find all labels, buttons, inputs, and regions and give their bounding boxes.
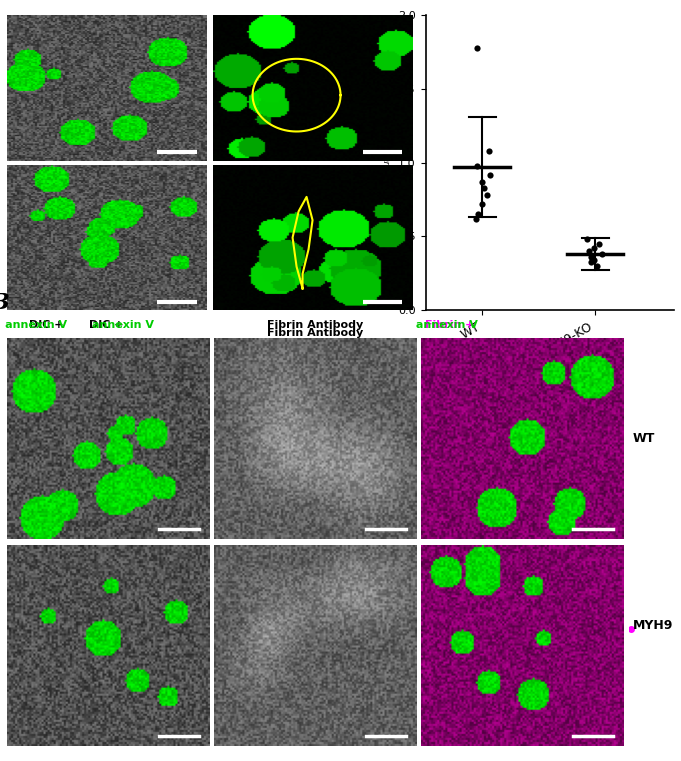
- Text: annexin V: annexin V: [381, 320, 478, 330]
- Point: [471, 213, 482, 225]
- Text: WT: WT: [633, 432, 655, 445]
- Point: [594, 237, 605, 250]
- Point: [586, 251, 597, 263]
- Point: [582, 234, 593, 246]
- Text: annexin V: annexin V: [0, 320, 67, 330]
- Point: [484, 168, 495, 180]
- Point: [584, 245, 595, 257]
- Text: DIC +: DIC +: [89, 320, 127, 330]
- Y-axis label: R =I$_{out}$ / I$_{ins}$: R =I$_{out}$ / I$_{ins}$: [377, 127, 392, 199]
- Point: [586, 256, 597, 268]
- Point: [484, 145, 494, 157]
- Point: [479, 182, 490, 194]
- Point: [592, 260, 603, 272]
- Text: Fibrin +: Fibrin +: [425, 320, 478, 330]
- Point: [473, 209, 484, 221]
- Text: DIC +: DIC +: [29, 320, 67, 330]
- Point: [477, 198, 488, 210]
- Point: [597, 248, 607, 260]
- Point: [471, 160, 482, 172]
- Point: [588, 254, 599, 266]
- Text: annexin V: annexin V: [61, 320, 155, 330]
- Title: Fibrin Antibody: Fibrin Antibody: [267, 327, 364, 338]
- Text: В: В: [0, 292, 10, 314]
- Text: MYH9: MYH9: [633, 619, 674, 632]
- Point: [588, 242, 599, 254]
- Point: [481, 189, 492, 201]
- Point: [477, 176, 488, 188]
- Point: [471, 42, 482, 54]
- Text: Fibrin Antibody: Fibrin Antibody: [267, 320, 364, 330]
